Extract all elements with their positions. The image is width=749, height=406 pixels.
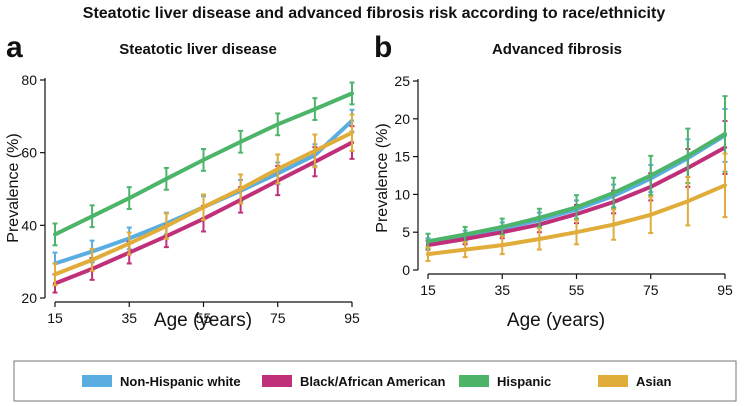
figure-title: Steatotic liver disease and advanced fib… <box>83 5 666 22</box>
x-tick-label: 75 <box>270 310 286 326</box>
panel-a: a Steatotic liver disease 20 40 60 80 15 35 55… <box>5 31 360 331</box>
series-line-asian <box>426 183 727 257</box>
panel-b-title: Advanced fibrosis <box>492 41 622 58</box>
x-tick-label: 75 <box>643 282 659 298</box>
panel-b: b Advanced fibrosis 0 5 10 15 20 25 15 35 55 75 95… <box>374 31 733 331</box>
y-tick-label: 15 <box>394 149 410 165</box>
panel-a-xlabel: Age (years) <box>154 310 252 331</box>
legend-swatch <box>459 375 489 387</box>
series-line-asian <box>53 130 354 277</box>
plot-area-a: 20 40 60 80 15 35 55 75 95 <box>21 72 360 326</box>
series-line-hispanic <box>426 131 727 244</box>
series-asian <box>52 113 355 287</box>
legend-swatch <box>82 375 112 387</box>
legend-item-asian: Asian <box>598 374 671 389</box>
legend-label: Asian <box>636 374 671 389</box>
y-tick-label: 80 <box>21 72 37 88</box>
series-nhw <box>52 108 355 276</box>
legend-item-black: Black/African American <box>262 374 446 389</box>
x-tick-label: 55 <box>196 310 212 326</box>
panel-a-title: Steatotic liver disease <box>119 41 277 58</box>
x-tick-label: 35 <box>494 282 510 298</box>
y-tick-label: 20 <box>394 111 410 127</box>
series-line-nhw <box>53 118 354 266</box>
panel-letter-b: b <box>374 31 392 64</box>
legend-swatch <box>262 375 292 387</box>
series-line-hispanic <box>53 91 354 237</box>
series-hispanic <box>52 81 355 247</box>
legend-item-nhw: Non-Hispanic white <box>82 374 241 389</box>
y-tick-label: 40 <box>21 217 37 233</box>
x-tick-label: 15 <box>420 282 436 298</box>
y-tick-label: 20 <box>21 290 37 306</box>
legend-label: Non-Hispanic white <box>120 374 241 389</box>
legend-label: Black/African American <box>300 374 446 389</box>
legend: Non-Hispanic white Black/African American… <box>13 360 737 402</box>
plot-area-b: 0 5 10 15 20 25 15 35 55 75 95 <box>394 73 733 298</box>
x-tick-label: 95 <box>717 282 733 298</box>
legend-swatch <box>598 375 628 387</box>
legend-items: Non-Hispanic white Black/African American… <box>82 374 671 389</box>
y-tick-label: 25 <box>394 73 410 89</box>
panel-a-ylabel: Prevalence (%) <box>5 133 22 242</box>
y-tick-label: 5 <box>402 224 410 240</box>
y-tick-label: 0 <box>402 262 410 278</box>
series-asian <box>425 152 728 262</box>
x-tick-label: 35 <box>121 310 137 326</box>
x-tick-label: 55 <box>569 282 585 298</box>
legend-item-hispanic: Hispanic <box>459 374 551 389</box>
y-tick-label: 10 <box>394 186 410 202</box>
x-tick-label: 95 <box>344 310 360 326</box>
legend-label: Hispanic <box>497 374 551 389</box>
x-tick-label: 15 <box>47 310 63 326</box>
panel-letter-a: a <box>6 31 23 64</box>
y-tick-label: 60 <box>21 145 37 161</box>
panel-b-ylabel: Prevalence (%) <box>374 123 391 232</box>
panel-b-xlabel: Age (years) <box>507 310 605 331</box>
